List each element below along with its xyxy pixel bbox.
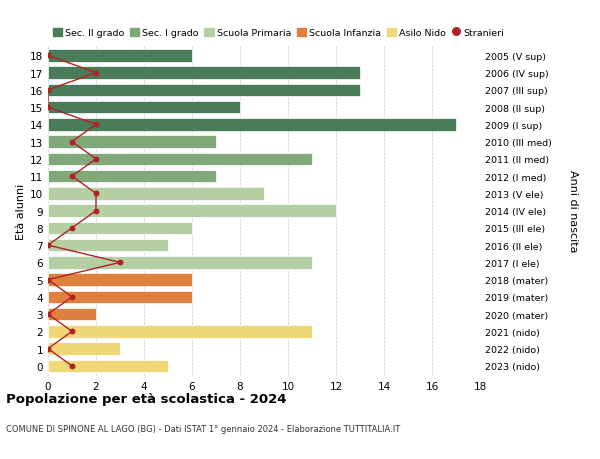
Bar: [48, 67, 360, 80]
Point: [67, 328, 77, 335]
Bar: [48, 257, 312, 269]
Point: [43, 104, 53, 112]
Bar: [48, 360, 168, 372]
Bar: [48, 119, 456, 131]
Text: COMUNE DI SPINONE AL LAGO (BG) - Dati ISTAT 1° gennaio 2024 - Elaborazione TUTTI: COMUNE DI SPINONE AL LAGO (BG) - Dati IS…: [6, 425, 400, 434]
Legend: Sec. II grado, Sec. I grado, Scuola Primaria, Scuola Infanzia, Asilo Nido, Stran: Sec. II grado, Sec. I grado, Scuola Prim…: [53, 29, 505, 38]
Point: [43, 52, 53, 60]
Bar: [48, 325, 312, 338]
Bar: [48, 170, 216, 183]
Point: [91, 207, 101, 215]
Point: [67, 225, 77, 232]
Point: [67, 363, 77, 370]
Point: [43, 345, 53, 353]
Point: [91, 70, 101, 77]
Bar: [48, 153, 312, 166]
Point: [67, 139, 77, 146]
Point: [43, 242, 53, 249]
Bar: [48, 274, 192, 286]
Y-axis label: Età alunni: Età alunni: [16, 183, 26, 239]
Bar: [48, 136, 216, 149]
Point: [91, 156, 101, 163]
Y-axis label: Anni di nascita: Anni di nascita: [568, 170, 578, 252]
Text: Popolazione per età scolastica - 2024: Popolazione per età scolastica - 2024: [6, 392, 287, 405]
Point: [67, 294, 77, 301]
Bar: [48, 101, 240, 114]
Bar: [48, 342, 120, 355]
Point: [67, 173, 77, 180]
Point: [43, 87, 53, 95]
Bar: [48, 205, 336, 217]
Point: [91, 121, 101, 129]
Point: [115, 259, 125, 266]
Point: [43, 276, 53, 284]
Bar: [48, 308, 96, 320]
Bar: [48, 188, 264, 200]
Bar: [48, 50, 192, 62]
Point: [91, 190, 101, 197]
Bar: [48, 240, 168, 252]
Bar: [48, 222, 192, 235]
Bar: [48, 291, 192, 303]
Point: [43, 311, 53, 318]
Bar: [48, 84, 360, 97]
